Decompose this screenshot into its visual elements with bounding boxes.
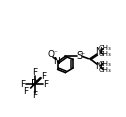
Text: N: N xyxy=(54,57,60,66)
Text: CH₃: CH₃ xyxy=(98,45,111,51)
Text: P: P xyxy=(31,79,38,89)
Text: F: F xyxy=(23,87,28,96)
Text: CH₃: CH₃ xyxy=(99,67,112,73)
Text: +: + xyxy=(80,51,85,56)
Text: F: F xyxy=(20,80,26,89)
Text: F: F xyxy=(32,68,37,77)
Text: N: N xyxy=(95,62,102,71)
Text: N: N xyxy=(95,47,102,56)
Text: CH₃: CH₃ xyxy=(99,61,112,67)
Text: F: F xyxy=(32,91,37,100)
Text: O: O xyxy=(48,50,55,59)
Text: S: S xyxy=(76,51,82,61)
Text: ⁻: ⁻ xyxy=(53,50,57,56)
Text: F: F xyxy=(43,80,49,89)
Text: F: F xyxy=(41,72,46,81)
Text: CH₃: CH₃ xyxy=(99,51,112,57)
